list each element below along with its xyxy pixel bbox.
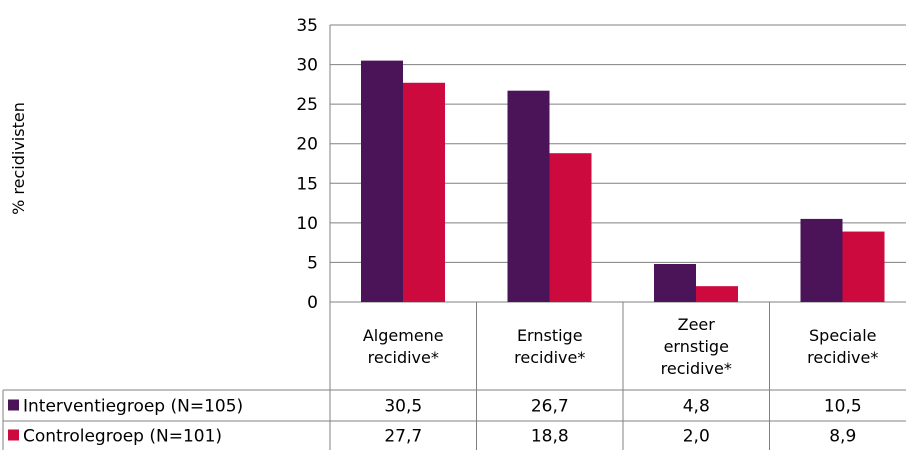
bar-controle-0 [403, 82, 445, 302]
bar-controle-3 [842, 231, 885, 302]
table-value: 18,8 [531, 427, 569, 447]
y-tick-label: 5 [307, 253, 318, 273]
bar-controle-2 [696, 286, 738, 302]
y-tick-label: 20 [296, 135, 318, 155]
category-label: recidive* [368, 348, 439, 367]
table-value: 2,0 [683, 427, 710, 447]
bar-interventie-2 [654, 264, 696, 302]
y-tick-label: 10 [296, 214, 318, 234]
y-tick-label: 15 [296, 174, 318, 194]
category-label: Algemene [363, 326, 444, 345]
table-value: 30,5 [384, 397, 422, 417]
legend-label: Interventiegroep (N=105) [23, 397, 243, 417]
legend-swatch [8, 429, 19, 441]
category-label: Speciale [809, 326, 877, 345]
bar-interventie-0 [361, 60, 403, 302]
bar-controle-1 [549, 153, 592, 302]
category-label: Ernstige [517, 326, 583, 345]
category-label: recidive* [807, 348, 878, 367]
category-label: recidive* [514, 348, 585, 367]
y-tick-label: 35 [296, 16, 318, 36]
category-label: recidive* [661, 359, 732, 378]
y-tick-label: 30 [296, 56, 318, 76]
table-value: 8,9 [829, 427, 856, 447]
bar-interventie-1 [507, 90, 550, 302]
y-tick-label: 0 [307, 293, 318, 313]
bar-interventie-3 [800, 218, 843, 302]
table-value: 10,5 [824, 397, 862, 417]
legend-swatch [8, 399, 19, 411]
table-value: 26,7 [531, 397, 569, 417]
table-value: 27,7 [384, 427, 422, 447]
y-axis-label: % recidivisten [9, 102, 28, 215]
category-label: ernstige [664, 337, 729, 356]
table-value: 4,8 [683, 397, 710, 417]
category-label: Zeer [678, 315, 716, 334]
legend-label: Controlegroep (N=101) [23, 427, 222, 447]
y-tick-label: 25 [296, 95, 318, 115]
